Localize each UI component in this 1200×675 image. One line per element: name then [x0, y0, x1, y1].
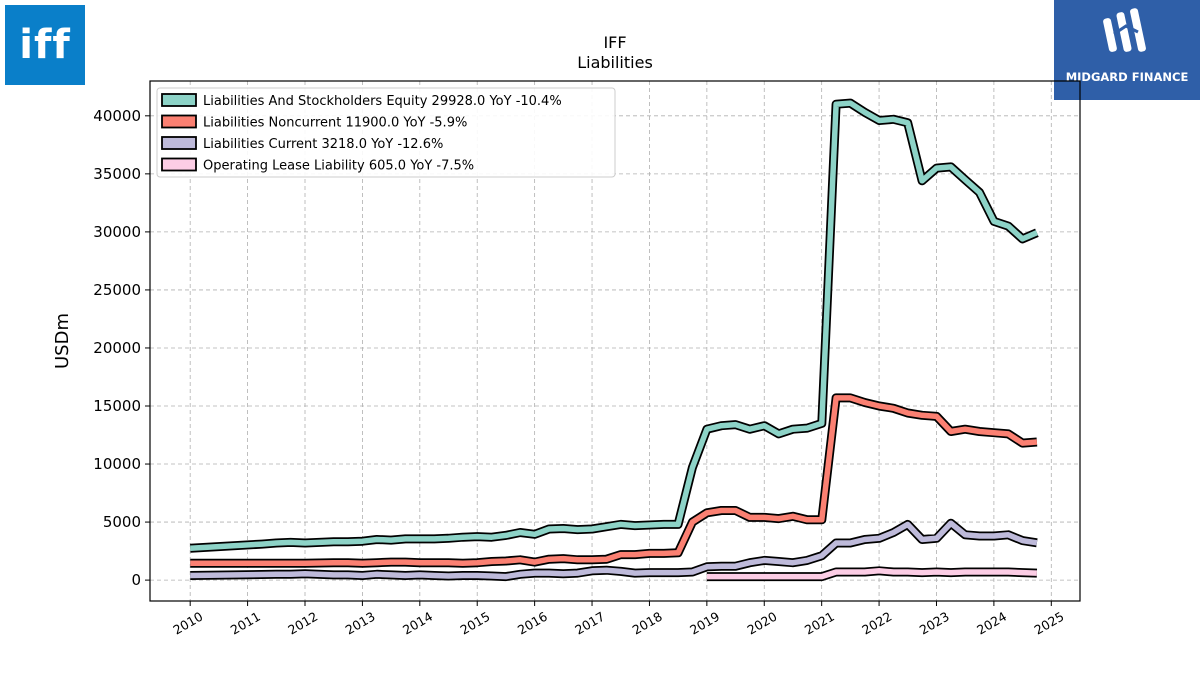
x-tick-label: 2010	[170, 609, 205, 638]
iff-logo: iff	[5, 5, 85, 85]
y-tick-label: 30000	[93, 223, 141, 241]
series-line	[190, 395, 1038, 567]
x-tick-label: 2021	[802, 609, 837, 638]
legend-box	[156, 87, 616, 178]
plot-frame	[149, 80, 1081, 602]
legend-label: Liabilities And Stockholders Equity 2992…	[203, 94, 562, 109]
y-axis-label: USDm	[52, 313, 73, 369]
legend-swatch	[161, 136, 197, 150]
midgard-logo-text: MIDGARD FINANCE	[1065, 70, 1189, 84]
chart-title: IFF	[603, 33, 626, 52]
x-tick-label: 2023	[917, 609, 952, 638]
x-tick-label: 2012	[285, 609, 320, 638]
legend-swatch	[161, 114, 197, 129]
x-tick-label: 2022	[859, 609, 894, 638]
y-tick-label: 0	[131, 571, 141, 589]
series-lines	[190, 98, 1039, 582]
series-line	[190, 100, 1038, 551]
series-line	[706, 568, 1037, 580]
series-1	[190, 98, 1039, 553]
x-tick-label: 2024	[974, 609, 1009, 638]
midgard-finance-logo: MIDGARD FINANCE	[1054, 0, 1200, 100]
y-tick-label: 10000	[93, 455, 141, 473]
x-tick-label: 2015	[457, 609, 492, 638]
y-tick-label: 35000	[93, 165, 141, 183]
x-tick-label: 2017	[572, 609, 607, 638]
x-tick-label: 2016	[515, 609, 550, 638]
y-tick-label: 15000	[93, 397, 141, 415]
series-2	[190, 393, 1038, 568]
x-tick-label: 2019	[687, 609, 722, 638]
midgard-emblem-icon	[1103, 8, 1146, 52]
legend: Liabilities And Stockholders Equity 2992…	[156, 87, 616, 178]
chart-subtitle: Liabilities	[577, 53, 653, 72]
y-tick-label: 40000	[93, 107, 141, 125]
y-tick-label: 20000	[93, 339, 141, 357]
series-3	[190, 518, 1038, 582]
series-line	[190, 520, 1038, 580]
iff-logo-text: iff	[19, 22, 71, 68]
legend-swatch	[161, 157, 197, 172]
x-tick-label: 2018	[630, 609, 665, 638]
legend-label: Operating Lease Liability 605.0 YoY -7.5…	[203, 159, 474, 174]
legend-swatch	[161, 93, 197, 107]
x-tick-label: 2013	[343, 609, 378, 638]
series-4	[706, 566, 1038, 582]
x-tick-label: 2014	[400, 609, 435, 638]
x-tick-label: 2025	[1032, 609, 1067, 638]
x-tick-label: 2020	[744, 609, 779, 638]
y-tick-label: 25000	[93, 281, 141, 299]
y-tick-label: 5000	[103, 513, 141, 531]
x-tick-label: 2011	[228, 609, 263, 638]
legend-label: Liabilities Current 3218.0 YoY -12.6%	[203, 137, 443, 152]
legend-label: Liabilities Noncurrent 11900.0 YoY -5.9%	[203, 116, 467, 131]
